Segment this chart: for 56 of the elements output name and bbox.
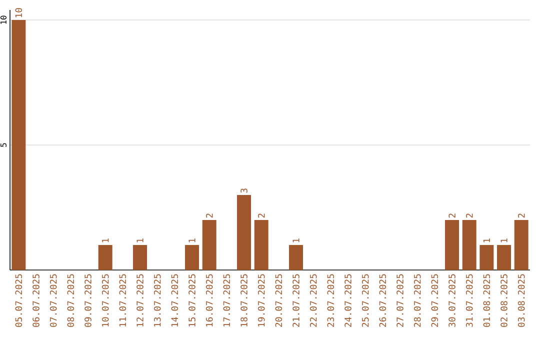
bar [462, 220, 476, 270]
x-tick-label: 25.07.2025 [362, 274, 369, 327]
bar [445, 220, 460, 270]
bar [12, 20, 26, 270]
data-label: 1 [188, 238, 196, 242]
x-tick-label: 06.07.2025 [32, 274, 40, 327]
x-tick-label: 15.07.2025 [188, 274, 196, 326]
bar [185, 245, 200, 270]
x-tick-label: 28.07.2025 [414, 274, 421, 327]
x-tick-label: 19.07.2025 [258, 274, 265, 326]
bar [237, 195, 252, 270]
x-tick-label: 02.08.2025 [500, 274, 508, 327]
bar [480, 245, 494, 270]
x-tick-label: 12.07.2025 [136, 274, 144, 326]
bar [254, 220, 268, 270]
data-label: 1 [500, 238, 508, 242]
data-label: 1 [136, 238, 144, 242]
x-tick-label: 03.08.2025 [518, 274, 525, 327]
x-tick-label: 01.08.2025 [483, 274, 490, 327]
data-label: 2 [466, 214, 473, 218]
data-label: 2 [258, 214, 265, 218]
x-tick-label: 22.07.2025 [310, 274, 317, 327]
x-tick-label: 18.07.2025 [240, 274, 248, 326]
data-label: 1 [483, 238, 490, 242]
x-tick-label: 23.07.2025 [327, 274, 334, 327]
x-tick-label: 31.07.2025 [466, 274, 473, 327]
data-label: 2 [518, 214, 525, 218]
x-tick-label: 21.07.2025 [292, 274, 300, 327]
bar [514, 220, 528, 270]
data-label: 2 [448, 214, 456, 218]
bar [289, 245, 304, 270]
data-label: 2 [206, 214, 213, 218]
x-tick-label: 09.07.2025 [84, 274, 92, 327]
x-tick-label: 10.07.2025 [102, 274, 109, 326]
x-tick-label: 05.07.2025 [15, 274, 22, 327]
data-label: 1 [102, 238, 109, 242]
x-tick-label: 17.07.2025 [223, 274, 230, 326]
x-tick-label: 29.07.2025 [431, 274, 438, 327]
data-label: 1 [292, 238, 300, 242]
x-tick-label: 08.07.2025 [67, 274, 74, 327]
bar [497, 245, 512, 270]
bar [133, 245, 148, 270]
bar [202, 220, 216, 270]
x-tick-label: 27.07.2025 [396, 274, 404, 327]
bar [98, 245, 112, 270]
x-tick-label: 16.07.2025 [206, 274, 213, 326]
x-tick-label: 26.07.2025 [379, 274, 386, 327]
x-tick-label: 11.07.2025 [119, 274, 126, 326]
x-tick-label: 20.07.2025 [275, 274, 282, 327]
x-tick-label: 24.07.2025 [344, 274, 352, 327]
data-label: 3 [240, 188, 248, 193]
x-tick-label: 07.07.2025 [50, 274, 57, 327]
x-tick-label: 30.07.2025 [448, 274, 456, 327]
data-label: 10 [15, 8, 22, 18]
x-tick-label: 14.07.2025 [171, 274, 178, 326]
x-tick-label: 13.07.2025 [154, 274, 161, 326]
